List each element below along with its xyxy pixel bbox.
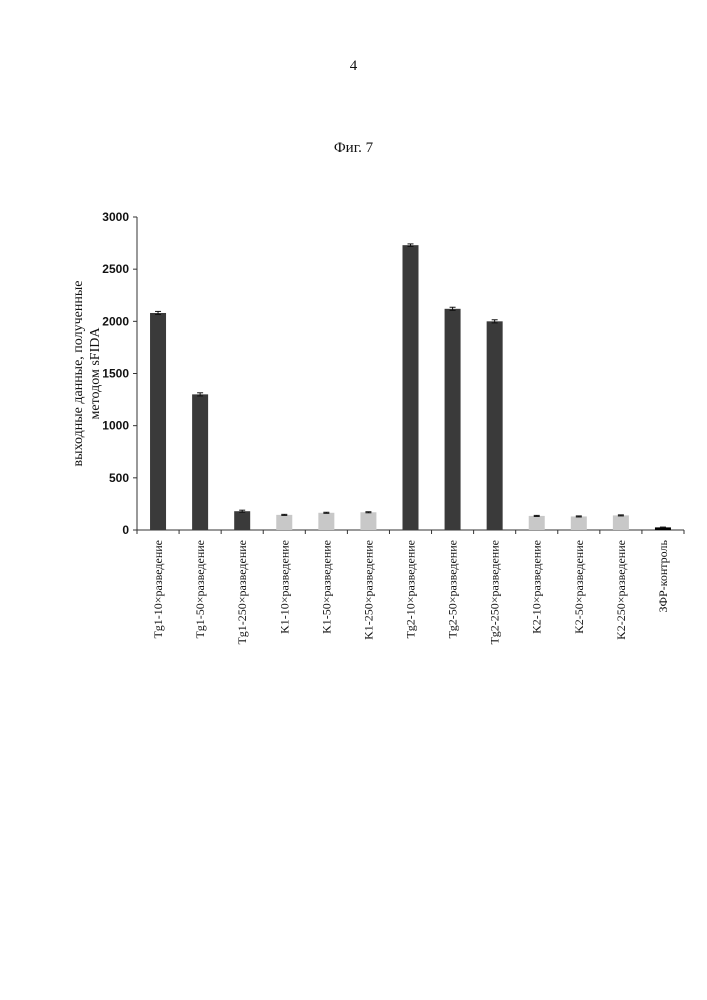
y-tick-label: 500 xyxy=(109,471,129,485)
y-axis-title-line: методом sFIDA xyxy=(88,327,103,420)
bar xyxy=(234,511,250,530)
x-category-label: K2-250×разведение xyxy=(614,540,628,640)
y-axis-title-line: выходные данные, полученные xyxy=(71,281,86,467)
bar xyxy=(360,512,376,530)
x-category-label: K1-10×разведение xyxy=(277,540,291,634)
bar xyxy=(318,513,334,530)
bar xyxy=(276,515,292,530)
bar xyxy=(150,313,166,530)
x-category-label: K1-250×разведение xyxy=(361,540,375,640)
x-category-label: K1-50×разведение xyxy=(319,540,333,634)
x-category-label: Tg2-10×разведение xyxy=(404,540,418,639)
y-axis-title: выходные данные, полученныеметодом sFIDA xyxy=(71,281,103,467)
y-tick-label: 2000 xyxy=(102,314,129,328)
y-tick-label: 2500 xyxy=(102,262,129,276)
bar xyxy=(192,394,208,530)
bar xyxy=(613,515,629,530)
x-category-label: Tg1-250×разведение xyxy=(235,540,249,645)
bar xyxy=(529,516,545,530)
y-tick-label: 0 xyxy=(122,523,129,537)
bar xyxy=(403,245,419,530)
x-category-label: ЗФР-контроль xyxy=(656,539,670,612)
bar xyxy=(445,309,461,530)
y-tick-label: 1000 xyxy=(102,419,129,433)
bar xyxy=(487,321,503,530)
y-tick-label: 3000 xyxy=(102,210,129,224)
x-category-label: Tg2-250×разведение xyxy=(488,540,502,645)
x-category-label: Tg2-50×разведение xyxy=(446,540,460,639)
x-category-label: Tg1-10×разведение xyxy=(151,540,165,639)
x-category-label: K2-50×разведение xyxy=(572,540,586,634)
x-category-label: K2-10×разведение xyxy=(530,540,544,634)
x-category-label: Tg1-50×разведение xyxy=(193,540,207,639)
bar xyxy=(571,516,587,530)
y-tick-label: 1500 xyxy=(102,367,129,381)
